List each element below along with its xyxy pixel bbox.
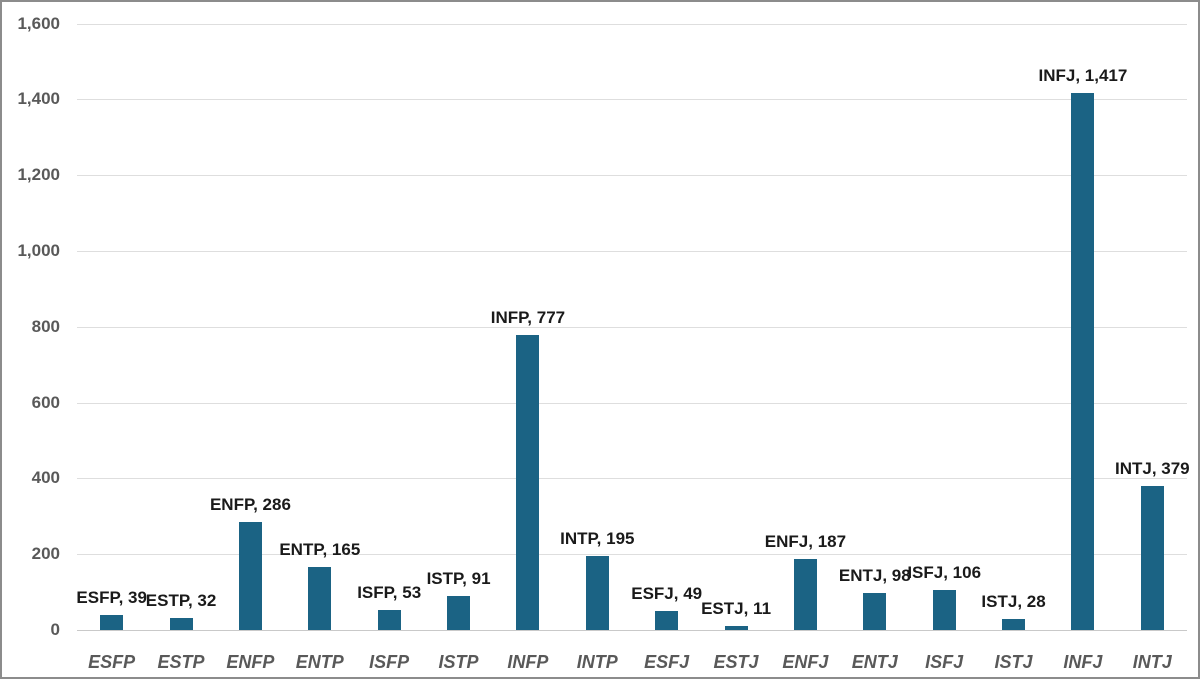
y-tick-label: 1,600 — [17, 14, 60, 33]
y-tick-label: 400 — [31, 468, 60, 487]
data-label-entp: ENTP, 165 — [279, 540, 361, 560]
data-label-esfp: ESFP, 39 — [76, 588, 147, 608]
x-tick-label-entj: ENTJ — [851, 652, 898, 672]
bar-isfj — [932, 589, 956, 630]
x-axis-line — [77, 630, 1187, 631]
y-tick-label: 800 — [31, 317, 60, 336]
bar-infp — [516, 335, 540, 630]
data-label-enfp: ENFP, 286 — [209, 494, 291, 514]
x-tick-label-istp: ISTP — [438, 652, 479, 672]
bar-entp — [308, 567, 332, 630]
x-tick-label-entp: ENTP — [295, 652, 344, 672]
x-tick-label-esfj: ESFJ — [644, 652, 690, 672]
x-tick-label-istj: ISTJ — [994, 652, 1033, 672]
gridline — [77, 327, 1187, 328]
bar-enfp — [238, 521, 262, 630]
x-tick-label-infj: INFJ — [1063, 652, 1103, 672]
x-tick-label-isfp: ISFP — [369, 652, 410, 672]
data-label-isfp: ISFP, 53 — [357, 582, 422, 602]
data-label-infp: INFP, 777 — [490, 308, 566, 328]
x-tick-label-intp: INTP — [576, 652, 618, 672]
x-tick-label-estp: ESTP — [157, 652, 205, 672]
bar-intj — [1140, 486, 1164, 630]
bar-istp — [447, 595, 471, 630]
data-label-infj: INFJ, 1,417 — [1038, 65, 1128, 85]
data-label-enfj: ENFJ, 187 — [764, 532, 847, 552]
data-label-intj: INTJ, 379 — [1114, 459, 1190, 479]
gridline — [77, 175, 1187, 176]
data-label-isfj: ISFJ, 106 — [907, 562, 982, 582]
bar-intp — [585, 556, 609, 630]
bar-estj — [724, 625, 748, 630]
y-tick-label: 600 — [31, 393, 60, 412]
y-tick-label: 200 — [31, 544, 60, 563]
bar-estp — [169, 617, 193, 630]
x-tick-label-enfp: ENFP — [226, 652, 275, 672]
y-tick-label: 1,000 — [17, 241, 60, 260]
y-tick-label: 1,200 — [17, 165, 60, 184]
bar-isfp — [377, 609, 401, 630]
data-label-esfj: ESFJ, 49 — [631, 584, 703, 604]
bar-entj — [863, 592, 887, 630]
y-tick-label: 1,400 — [17, 89, 60, 108]
bar-esfj — [655, 611, 679, 630]
gridline — [77, 478, 1187, 479]
data-label-istj: ISTJ, 28 — [981, 592, 1046, 612]
x-tick-label-infp: INFP — [507, 652, 549, 672]
gridline — [77, 24, 1187, 25]
data-label-estp: ESTP, 32 — [145, 590, 217, 610]
data-label-istp: ISTP, 91 — [426, 568, 491, 588]
x-tick-label-estj: ESTJ — [713, 652, 759, 672]
bar-istj — [1002, 619, 1026, 630]
gridline — [77, 403, 1187, 404]
bar-esfp — [100, 615, 124, 630]
data-label-intp: INTP, 195 — [560, 529, 635, 549]
x-tick-label-enfj: ENFJ — [782, 652, 829, 672]
data-label-estj: ESTJ, 11 — [701, 598, 772, 618]
bar-infj — [1071, 92, 1095, 630]
x-tick-label-isfj: ISFJ — [925, 652, 964, 672]
data-label-entj: ENTJ, 98 — [838, 565, 911, 585]
bar-enfj — [793, 559, 817, 630]
gridline — [77, 251, 1187, 252]
y-tick-label: 0 — [50, 620, 60, 639]
gridline — [77, 554, 1187, 555]
x-tick-label-intj: INTJ — [1132, 652, 1172, 672]
gridline — [77, 99, 1187, 100]
x-tick-label-esfp: ESFP — [88, 652, 136, 672]
